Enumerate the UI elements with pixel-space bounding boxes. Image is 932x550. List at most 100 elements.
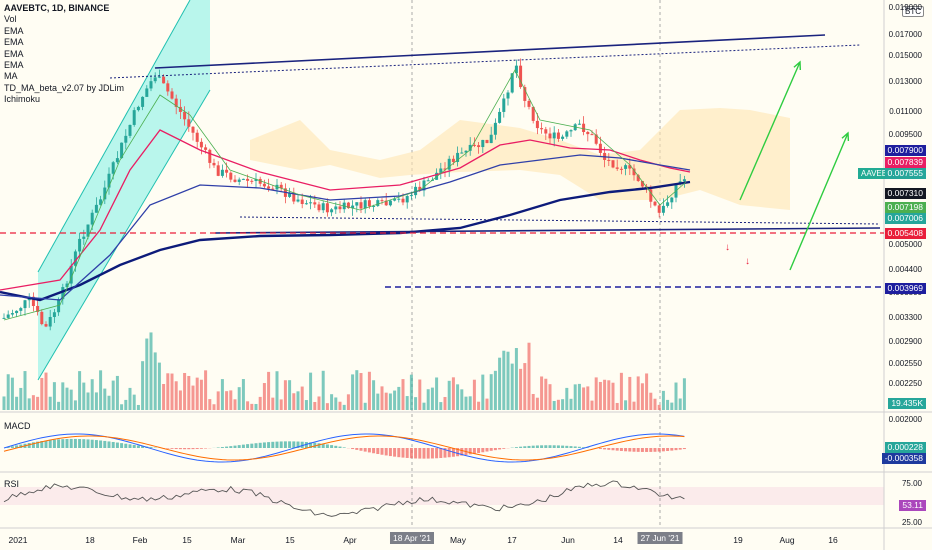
macd-hist-bar	[472, 448, 476, 454]
candle-body	[666, 202, 670, 206]
legend-item[interactable]: MA	[4, 71, 18, 82]
volume-bar	[682, 378, 686, 410]
macd-hist-bar	[296, 441, 300, 448]
macd-hist-bar	[372, 448, 376, 454]
candle-body	[2, 317, 6, 319]
candle-body	[439, 168, 443, 173]
volume-bar	[334, 397, 338, 410]
rsi-axis-tick: 75.00	[901, 479, 922, 488]
volume-bar	[535, 397, 539, 410]
macd-hist-bar	[666, 448, 670, 452]
volume-bar	[636, 376, 640, 410]
macd-hist-bar	[619, 448, 623, 451]
legend-symbol[interactable]: AAVEBTC, 1D, BINANCE	[4, 3, 110, 13]
macd-pane-label[interactable]: MACD	[4, 421, 31, 431]
legend-item[interactable]: EMA	[4, 37, 24, 48]
macd-hist-bar	[393, 448, 397, 457]
macd-hist-bar	[73, 438, 77, 448]
volume-bar	[23, 371, 27, 410]
legend-item[interactable]: EMA	[4, 25, 24, 36]
volume-bar	[351, 374, 355, 410]
macd-hist-bar	[330, 445, 334, 448]
candle-body	[397, 198, 401, 200]
macd-hist-bar	[615, 448, 619, 451]
macd-hist-bar	[334, 445, 338, 448]
candle-body	[464, 150, 468, 153]
candle-body	[372, 205, 376, 207]
volume-bar	[292, 393, 296, 410]
macd-hist-bar	[94, 440, 98, 448]
ema-red-line	[0, 129, 691, 291]
macd-hist-bar	[523, 446, 527, 448]
volume-bar	[27, 398, 31, 410]
legend-item[interactable]: EMA	[4, 48, 24, 59]
candle-body	[267, 186, 271, 189]
candle-body	[288, 192, 292, 197]
candle-body	[258, 178, 262, 184]
volume-bar	[510, 363, 514, 410]
volume-bar	[653, 398, 657, 410]
candle-body	[569, 130, 573, 132]
macd-hist-bar	[384, 448, 388, 456]
candle-body	[657, 205, 661, 213]
lower-trendline	[214, 227, 881, 234]
volume-bar	[57, 401, 61, 410]
volume-bar	[271, 397, 275, 410]
macd-hist-bar	[569, 446, 573, 448]
volume-bar	[199, 379, 203, 410]
candle-body	[586, 132, 590, 135]
candle-body	[212, 162, 216, 166]
candle-body	[292, 192, 296, 202]
volume-bar	[552, 400, 556, 410]
candle-body	[363, 200, 367, 209]
legend-item[interactable]: EMA	[4, 60, 24, 71]
candle-body	[250, 180, 254, 182]
macd-hist-bar	[418, 448, 422, 459]
price-badge: 0.007006	[884, 213, 926, 224]
volume-bar	[422, 402, 426, 410]
macd-hist-bar	[338, 446, 342, 448]
volume-bar	[279, 399, 283, 410]
legend-item[interactable]: Vol	[4, 14, 17, 25]
candle-body	[489, 134, 493, 144]
macd-hist-bar	[199, 448, 203, 449]
candle-body	[204, 147, 208, 150]
candle-body	[582, 123, 586, 133]
candle-body	[565, 131, 569, 137]
macd-hist-bar	[405, 448, 409, 458]
down-marker: ↓	[725, 242, 730, 253]
volume-bar	[523, 363, 527, 410]
macd-hist-bar	[636, 448, 640, 452]
volume-bar	[15, 396, 19, 410]
candle-body	[556, 132, 560, 139]
volume-bar	[468, 396, 472, 410]
channel-bottom	[37, 89, 211, 381]
candle-body	[309, 202, 313, 204]
price-badge: 0.007310	[884, 188, 926, 199]
candle-body	[514, 65, 518, 74]
candle-body	[40, 311, 44, 325]
legend-item[interactable]: Ichimoku	[4, 94, 41, 105]
price-axis-tick: 0.004400	[888, 265, 922, 274]
macd-hist-bar	[174, 448, 178, 450]
volume-bar	[94, 392, 98, 410]
volume-bar	[527, 342, 531, 410]
volume-bar	[355, 370, 359, 410]
candle-body	[451, 158, 455, 162]
legend-item[interactable]: TD_MA_beta_v2.07 by JDLim	[4, 82, 125, 93]
price-axis-tick: 0.015000	[888, 51, 922, 60]
macd-hist-bar	[309, 442, 313, 448]
volume-bar	[86, 392, 90, 410]
volume-bar	[120, 404, 124, 410]
macd-hist-bar	[321, 443, 325, 448]
candle-body	[61, 287, 65, 300]
time-axis-label: 16	[828, 535, 838, 545]
macd-hist-bar	[241, 444, 245, 448]
volume-bar	[666, 399, 670, 410]
rsi-pane-label[interactable]: RSI	[4, 479, 20, 489]
volume-bar	[472, 379, 476, 410]
volume-bar	[162, 383, 166, 410]
macd-hist-bar	[640, 448, 644, 452]
macd-hist-bar	[367, 448, 371, 453]
